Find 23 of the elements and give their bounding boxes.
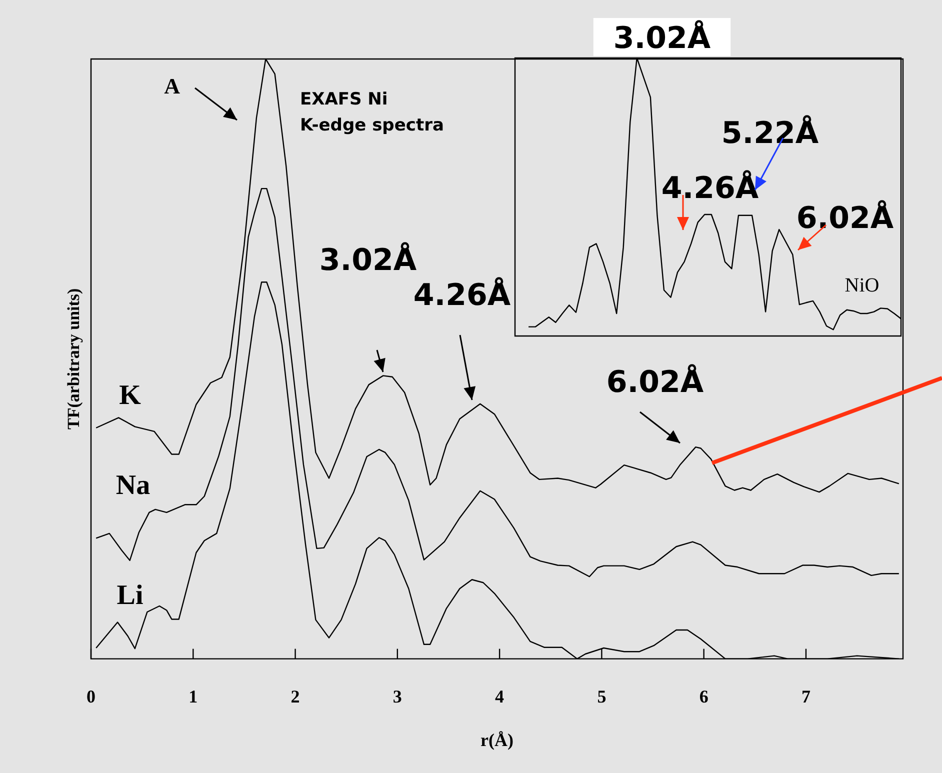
x-tick-label: 7 — [801, 686, 810, 706]
series-label: K — [119, 380, 142, 412]
annotation: 6.02Å — [606, 364, 704, 400]
series-label: Na — [116, 470, 150, 502]
annotation: 4.26Å — [413, 276, 512, 313]
annotation: 3.02Å — [319, 242, 418, 278]
text: 3.02Å — [613, 20, 712, 56]
x-tick-label: 6 — [699, 686, 708, 706]
annotation: EXAFS Ni K-edge spectra — [300, 89, 444, 136]
annotation: 5.22Å — [721, 114, 820, 151]
annotation: 4.26Å — [661, 170, 760, 206]
x-tick-label: 5 — [597, 686, 606, 706]
x-tick-label: 0 — [86, 686, 96, 706]
annotation: A — [164, 74, 180, 99]
x-tick-label: 3 — [392, 686, 402, 706]
x-axis-title: r(Å) — [480, 730, 514, 750]
series-label: NiO — [844, 274, 880, 296]
annotation: 6.02Å — [796, 200, 894, 236]
series-label: Li — [116, 580, 144, 612]
x-tick-label: 2 — [290, 686, 300, 706]
x-tick-label: 4 — [495, 686, 504, 706]
x-tick-label: 1 — [188, 686, 198, 706]
y-axis-title: TF(arbitrary units) — [64, 288, 83, 430]
